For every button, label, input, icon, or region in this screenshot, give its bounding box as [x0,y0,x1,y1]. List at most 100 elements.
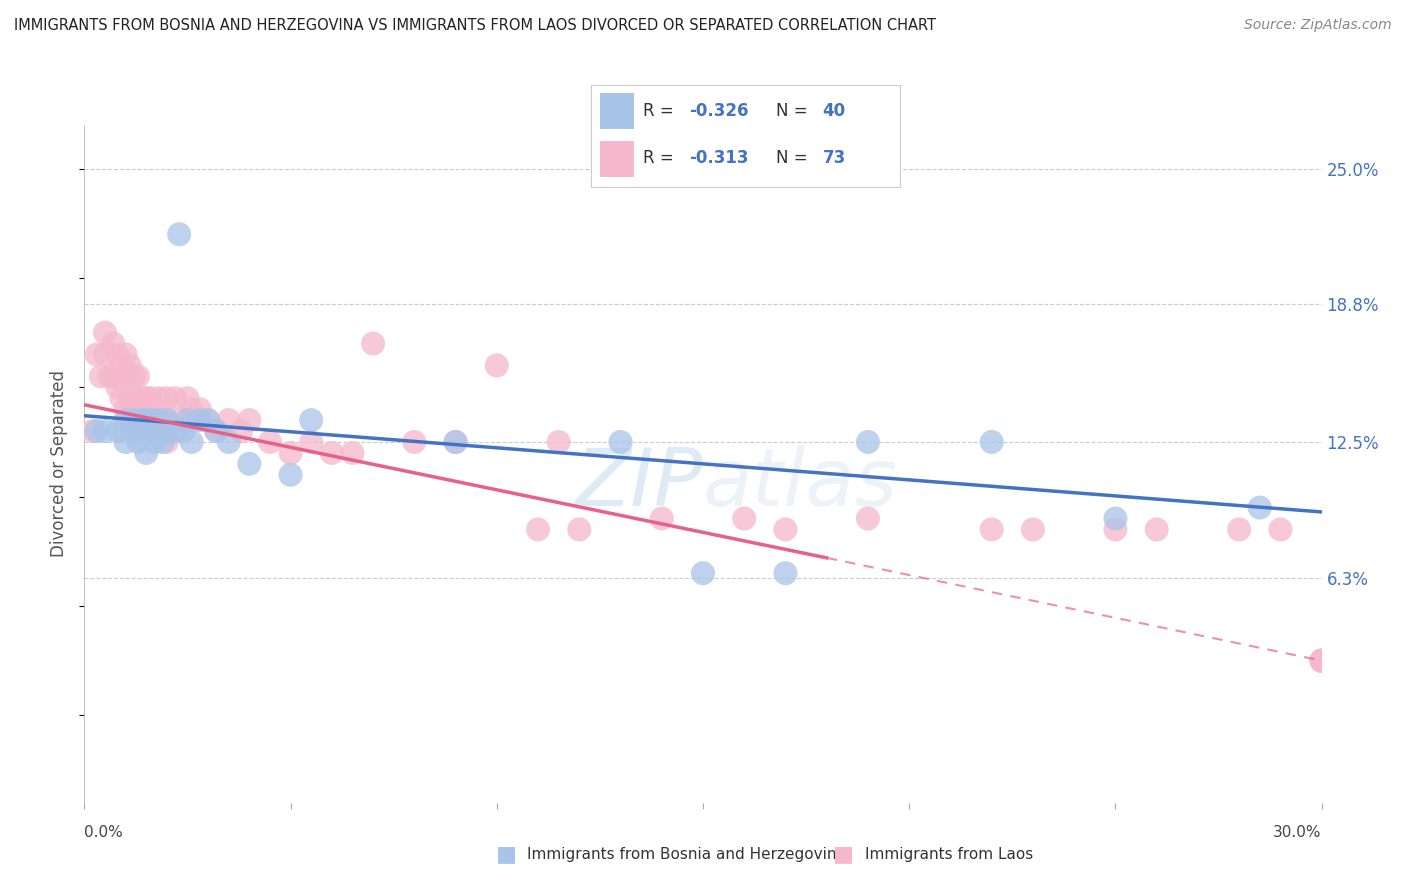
Point [86,347,108,361]
Point [980,434,1002,449]
Point [1104,523,1126,537]
Point [98,369,121,384]
Point [280,467,302,482]
Point [114,402,136,417]
Point [139,413,162,427]
Point [114,369,136,384]
Point [114,434,136,449]
Point [118,359,141,373]
Point [527,523,550,537]
Point [218,434,240,449]
Point [1249,500,1271,515]
FancyBboxPatch shape [600,93,634,128]
Point [229,424,252,438]
Point [86,424,108,438]
Point [180,402,202,417]
Text: R =: R = [643,102,679,120]
Point [131,424,153,438]
Point [651,511,673,525]
Point [131,413,153,427]
Point [156,424,179,438]
Point [404,434,426,449]
Point [980,523,1002,537]
Point [148,413,170,427]
Point [1310,654,1333,668]
Point [114,424,136,438]
Point [1310,654,1333,668]
Point [156,391,179,405]
Text: -0.326: -0.326 [689,102,749,120]
Point [197,413,219,427]
Text: ZIP: ZIP [575,445,703,524]
Point [148,391,170,405]
Point [205,424,228,438]
Point [122,369,145,384]
Point [485,359,508,373]
Point [342,446,364,460]
Point [103,336,125,351]
Point [259,434,281,449]
Point [103,369,125,384]
Point [1022,523,1045,537]
Point [1310,654,1333,668]
Point [127,424,149,438]
Point [139,424,162,438]
Text: N =: N = [776,149,813,167]
Point [94,424,117,438]
Point [176,413,198,427]
Point [139,391,162,405]
Text: Immigrants from Bosnia and Herzegovina: Immigrants from Bosnia and Herzegovina [527,847,846,862]
Point [148,424,170,438]
Point [1310,654,1333,668]
Point [733,511,755,525]
Text: 40: 40 [823,102,845,120]
Point [122,413,145,427]
Point [135,413,157,427]
Text: N =: N = [776,102,813,120]
Point [156,413,179,427]
Point [156,413,179,427]
Point [238,413,260,427]
Point [547,434,569,449]
Point [122,391,145,405]
Text: 30.0%: 30.0% [1274,825,1322,840]
Text: R =: R = [643,149,679,167]
Point [692,566,714,581]
Point [321,446,343,460]
Point [122,424,145,438]
Text: atlas: atlas [703,445,898,524]
Point [148,413,170,427]
Point [188,402,211,417]
Point [94,326,117,340]
Point [90,369,112,384]
Point [361,336,384,351]
Point [135,413,157,427]
Point [94,347,117,361]
Point [1227,523,1250,537]
Point [127,369,149,384]
Text: ■: ■ [834,845,853,864]
Point [152,434,174,449]
Point [143,434,166,449]
Point [135,391,157,405]
Y-axis label: Divorced or Separated: Divorced or Separated [51,370,69,558]
Point [165,391,187,405]
FancyBboxPatch shape [600,141,634,177]
Point [176,391,198,405]
Point [110,359,132,373]
Text: ■: ■ [496,845,516,864]
Point [110,391,132,405]
Point [299,434,322,449]
Text: Source: ZipAtlas.com: Source: ZipAtlas.com [1244,18,1392,32]
Text: 0.0%: 0.0% [84,825,124,840]
Text: IMMIGRANTS FROM BOSNIA AND HERZEGOVINA VS IMMIGRANTS FROM LAOS DIVORCED OR SEPAR: IMMIGRANTS FROM BOSNIA AND HERZEGOVINA V… [14,18,936,33]
Point [165,424,187,438]
Point [176,413,198,427]
Point [122,413,145,427]
Point [444,434,467,449]
Point [280,446,302,460]
Text: -0.313: -0.313 [689,149,749,167]
Point [82,424,104,438]
Point [167,227,190,242]
Point [218,413,240,427]
